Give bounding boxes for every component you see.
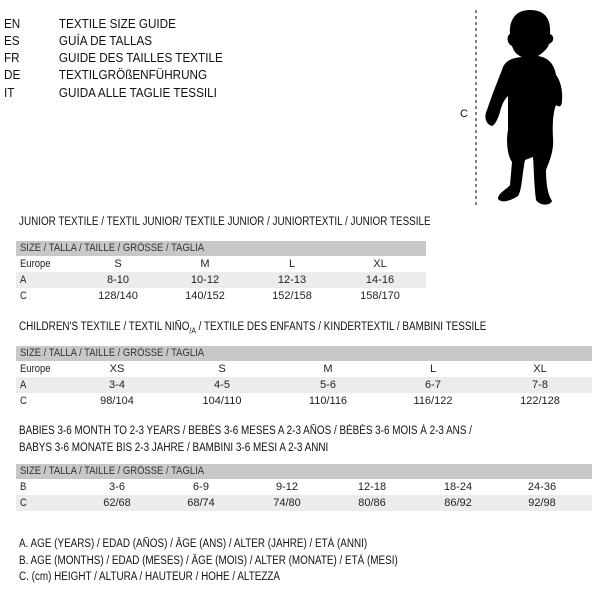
table-cell: 128/140 — [98, 290, 138, 302]
row-label: C — [20, 497, 27, 509]
legend-b: B. AGE (MONTHS) / EDAD (MESES) / ÂGE (MO… — [19, 555, 398, 567]
table-cell: 80/86 — [358, 497, 386, 509]
lang-code: ES — [4, 33, 20, 48]
title-text: CHILDREN'S TEXTILE / TEXTIL NIÑO — [19, 321, 190, 333]
table-header: SIZE / TALLA / TAILLE / GRÖSSE / TAGLIA — [16, 346, 592, 361]
table-cell: 92/98 — [528, 497, 556, 509]
table-cell: 10-12 — [190, 274, 220, 286]
table-cell: 158/170 — [360, 290, 400, 302]
table-cell: 62/68 — [103, 497, 131, 509]
babies-size-table: SIZE / TALLA / TAILLE / GRÖSSE / TAGLIA … — [16, 464, 592, 511]
table-cell: 24-36 — [527, 481, 557, 493]
lang-code: EN — [4, 16, 21, 31]
lang-label: TEXTILGRÖßENFÜHRUNG — [58, 67, 208, 82]
lang-en: EN TEXTILE SIZE GUIDE — [4, 16, 176, 32]
table-row: C 128/140 140/152 152/158 158/170 — [16, 288, 426, 304]
children-section-title: CHILDREN'S TEXTILE / TEXTIL NIÑO/A / TEX… — [19, 320, 486, 338]
title-subscript: /A — [189, 326, 196, 336]
table-cell: 12-13 — [277, 274, 307, 286]
row-label: A — [20, 274, 27, 286]
lang-label: GUÍA DE TALLAS — [58, 33, 153, 48]
table-cell: 140/152 — [185, 290, 225, 302]
table-cell: 68/74 — [187, 497, 215, 509]
height-measure-label: C — [460, 108, 468, 120]
size-header-label: SIZE / TALLA / TAILLE / GRÖSSE / TAGLIA — [20, 242, 205, 254]
table-cell: 8-10 — [106, 274, 130, 286]
table-cell: S — [218, 363, 226, 375]
row-label: Europe — [20, 363, 51, 375]
table-cell: 4-5 — [214, 379, 230, 391]
table-cell: 116/122 — [413, 395, 453, 407]
row-label: Europe — [20, 258, 51, 270]
legend-c: C. (cm) HEIGHT / ALTURA / HAUTEUR / HÖHE… — [19, 571, 281, 583]
title-text: / TEXTILE DES ENFANTS / KINDERTEXTIL / B… — [195, 321, 487, 333]
junior-section-title: JUNIOR TEXTILE / TEXTIL JUNIOR/ TEXTILE … — [19, 216, 431, 228]
row-label: B — [20, 481, 27, 493]
table-row: Europe XS S M L XL — [16, 361, 592, 377]
table-header: SIZE / TALLA / TAILLE / GRÖSSE / TAGLIA — [16, 464, 592, 479]
table-cell: 18-24 — [443, 481, 473, 493]
table-cell: 3-4 — [109, 379, 125, 391]
children-size-table: SIZE / TALLA / TAILLE / GRÖSSE / TAGLIA … — [16, 346, 592, 409]
table-cell: 110/116 — [308, 395, 348, 407]
lang-fr: FR GUIDE DES TAILLES TEXTILE — [4, 50, 223, 66]
babies-section-title-line1: BABIES 3-6 MONTH TO 2-3 YEARS / BEBÉS 3-… — [19, 425, 472, 437]
table-cell: XL — [533, 363, 547, 375]
legend-a: A. AGE (YEARS) / EDAD (AÑOS) / ÂGE (ANS)… — [19, 538, 368, 550]
table-cell: 86/92 — [444, 497, 472, 509]
table-cell: 5-6 — [320, 379, 336, 391]
lang-code: IT — [4, 85, 15, 100]
table-cell: 74/80 — [273, 497, 301, 509]
lang-label: GUIDE DES TAILLES TEXTILE — [58, 50, 223, 65]
table-row: Europe S M L XL — [16, 256, 426, 272]
table-cell: 152/158 — [272, 290, 312, 302]
table-cell: 122/128 — [520, 395, 560, 407]
table-cell: 12-18 — [357, 481, 387, 493]
table-cell: L — [288, 258, 296, 270]
table-cell: 6-7 — [425, 379, 441, 391]
table-row: B 3-6 6-9 9-12 12-18 18-24 24-36 — [16, 479, 592, 495]
table-cell: 14-16 — [365, 274, 395, 286]
row-label: C — [20, 290, 27, 302]
table-header: SIZE / TALLA / TAILLE / GRÖSSE / TAGLIA — [16, 241, 426, 256]
table-cell: 6-9 — [193, 481, 209, 493]
table-cell: 3-6 — [109, 481, 125, 493]
lang-label: GUIDA ALLE TAGLIE TESSILI — [58, 85, 217, 100]
lang-label: TEXTILE SIZE GUIDE — [58, 16, 176, 31]
babies-section-title-line2: BABYS 3-6 MONATE BIS 2-3 JAHRE / BAMBINI… — [19, 442, 329, 454]
lang-code: FR — [4, 50, 20, 65]
table-cell: 9-12 — [275, 481, 299, 493]
lang-es: ES GUÍA DE TALLAS — [4, 33, 152, 49]
lang-code: DE — [4, 67, 21, 82]
table-cell: XL — [373, 258, 387, 270]
table-cell: L — [429, 363, 437, 375]
table-row: A 8-10 10-12 12-13 14-16 — [16, 272, 426, 288]
table-row: C 62/68 68/74 74/80 80/86 86/92 92/98 — [16, 495, 592, 511]
child-silhouette-icon — [475, 10, 563, 207]
table-row: A 3-4 4-5 5-6 6-7 7-8 — [16, 377, 592, 393]
table-cell: 7-8 — [532, 379, 548, 391]
table-row: C 98/104 104/110 110/116 116/122 122/128 — [16, 393, 592, 409]
row-label: A — [20, 379, 27, 391]
lang-it: IT GUIDA ALLE TAGLIE TESSILI — [4, 85, 217, 101]
table-cell: 98/104 — [100, 395, 134, 407]
size-header-label: SIZE / TALLA / TAILLE / GRÖSSE / TAGLIA — [20, 465, 205, 477]
row-label: C — [20, 395, 27, 407]
table-cell: S — [114, 258, 122, 270]
table-cell: 104/110 — [202, 395, 242, 407]
table-cell: M — [200, 258, 210, 270]
size-header-label: SIZE / TALLA / TAILLE / GRÖSSE / TAGLIA — [20, 347, 205, 359]
lang-de: DE TEXTILGRÖßENFÜHRUNG — [4, 67, 207, 83]
table-cell: M — [323, 363, 333, 375]
junior-size-table: SIZE / TALLA / TAILLE / GRÖSSE / TAGLIA … — [16, 241, 426, 304]
table-cell: XS — [109, 363, 125, 375]
